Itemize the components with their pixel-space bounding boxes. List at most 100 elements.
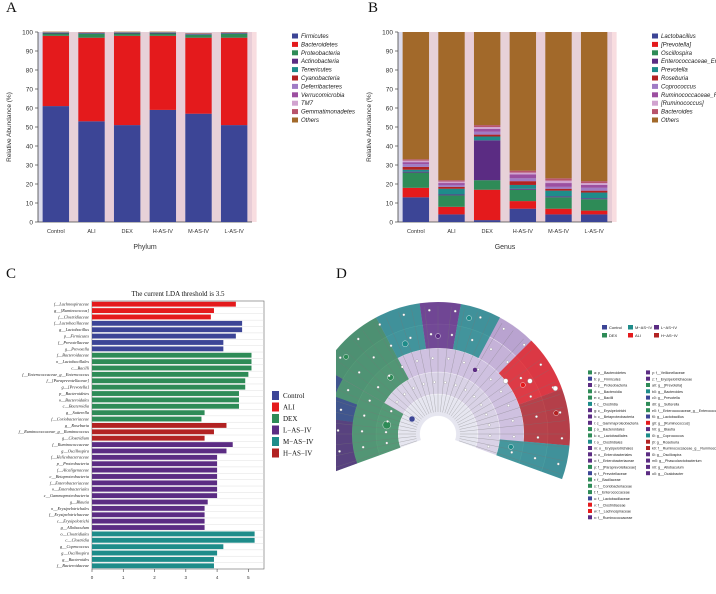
- bar-segment: [402, 32, 430, 160]
- clade-node: [356, 337, 360, 341]
- x-tick-label: M-AS-IV: [548, 229, 569, 235]
- bar-segment: [545, 178, 572, 181]
- bar-segment: [473, 128, 501, 132]
- clade-node: [376, 385, 380, 389]
- clade-branch: [385, 317, 430, 414]
- bar-segment: [438, 206, 465, 215]
- legend-label: k0: f__Ruminococcaceae_g__Ruminococcus: [652, 447, 716, 451]
- lda-bar: [92, 365, 252, 371]
- legend-label: u: f__Lactobacillaceae: [594, 497, 630, 501]
- legend-swatch: [588, 509, 592, 513]
- legend-label: DEX: [283, 415, 297, 423]
- bar-segment: [438, 194, 465, 196]
- y-tick-label: 90: [26, 49, 34, 56]
- y-axis-title: Relative Abundance (%): [366, 92, 373, 162]
- legend-label: m0: g__Phascolarctobacterium: [652, 459, 702, 463]
- lda-bar-label: o__Clostridiales: [60, 531, 89, 536]
- clade-node: [507, 404, 510, 407]
- clade-node: [462, 361, 466, 364]
- legend-swatch: [588, 483, 592, 488]
- bar-segment: [509, 189, 537, 202]
- bar-segment: [402, 187, 430, 198]
- clade-branch: [373, 323, 428, 416]
- bar-segment: [509, 174, 537, 179]
- legend-swatch: [588, 433, 592, 438]
- legend-swatch: [646, 439, 650, 444]
- clade-node: [336, 429, 340, 432]
- legend-swatch: [652, 75, 658, 81]
- bar-segment: [545, 196, 572, 198]
- y-tick-label: 40: [26, 144, 34, 151]
- legend-swatch: [588, 401, 592, 406]
- legend-swatch: [646, 446, 650, 450]
- chart-d-cladogram: The current LDA threshold is 3.5ControlD…: [336, 301, 716, 520]
- clade-branch: [456, 369, 549, 424]
- lda-bar-label: f__Lachnospiraceae: [54, 302, 89, 307]
- clade-node: [487, 445, 490, 448]
- clade-node: [502, 327, 506, 331]
- lda-bar-label: f__[Paraprevotellaceae]: [46, 378, 89, 383]
- legend-label: d0: g__Sutterella: [652, 403, 679, 407]
- clade-branch: [342, 348, 422, 420]
- x-tick-label: 2: [153, 575, 156, 580]
- chart-c-lda: The current LDA threshold is 3.5 f__Lachn…: [19, 290, 314, 580]
- legend-swatch: [292, 83, 298, 89]
- legend-swatch: [646, 464, 650, 469]
- bar-segment: [42, 33, 70, 36]
- clade-node: [386, 420, 389, 423]
- clade-branch: [424, 306, 436, 413]
- bar-segment: [113, 32, 141, 34]
- legend-label: g: c__Erysipelotrichi: [594, 409, 626, 413]
- y-axis-title: Relative Abundance (%): [6, 92, 13, 162]
- legend-swatch: [646, 414, 650, 419]
- clade-branch: [336, 436, 417, 445]
- y-tick-label: 80: [26, 68, 34, 75]
- legend-swatch: [654, 325, 659, 330]
- y-tick-label: 0: [29, 220, 33, 227]
- lda-bar-label: g__Sutterella: [66, 410, 89, 415]
- legend-label: Others: [301, 118, 319, 124]
- legend-label: o0: g__Ocalobacter: [652, 472, 684, 476]
- legend-swatch: [588, 464, 592, 469]
- clade-branch: [336, 374, 420, 424]
- lda-bar-label: f__Coriobacteriaceae: [51, 416, 89, 421]
- legend-swatch: [292, 75, 298, 81]
- legend-swatch: [652, 33, 658, 39]
- lda-bar: [92, 327, 243, 333]
- bar-segment: [473, 134, 501, 137]
- chart-b-genus: 0 10 20 30 40 50 60 70 80 90 100 Control ALI DEX H-AS-…: [366, 30, 716, 252]
- bar-gap: [500, 32, 510, 222]
- legend-swatch: [588, 408, 592, 413]
- clade-node: [453, 309, 457, 313]
- clade-node: [533, 456, 537, 460]
- clade-node: [536, 436, 540, 439]
- clade-node: [346, 388, 350, 392]
- legend-swatch: [646, 383, 650, 387]
- lda-bar-label: g__Lactobacillus: [59, 327, 89, 332]
- legend-swatch: [272, 448, 279, 458]
- clade-node: [464, 388, 467, 392]
- lda-bar-label: o__Erysipelotrichales: [51, 506, 89, 511]
- lda-bar-label: f__Clostridiaceae: [58, 314, 89, 319]
- legend-label: b: p__Firmicutes: [594, 377, 621, 381]
- lda-bar: [92, 340, 224, 345]
- clade-node: [499, 390, 503, 393]
- lda-bar-label: f__Ruminococcaceae_g__Ruminococcus: [19, 429, 90, 434]
- lda-bar: [92, 359, 252, 365]
- bar-segment: [473, 140, 501, 181]
- clade-branch: [452, 338, 524, 418]
- bar-segment: [438, 183, 465, 185]
- clade-node: [385, 441, 389, 445]
- bar-gap: [176, 32, 186, 222]
- legend-label: i: c__Gammaproteobacteria: [594, 421, 638, 425]
- legend-label: Bacteroides: [661, 110, 693, 116]
- clade-node: [560, 436, 564, 440]
- y-tick-label: 90: [386, 49, 394, 56]
- legend-label: ALI: [283, 404, 295, 412]
- legend-label: Roseburia: [661, 76, 689, 82]
- y-tick-label: 20: [26, 182, 34, 189]
- clade-node: [339, 408, 343, 412]
- legend-label: H−AS−IV: [661, 333, 678, 338]
- legend-label: e0: f__Enterococcaceae_g__Enterococcus: [652, 409, 716, 413]
- clade-sector: [376, 303, 427, 359]
